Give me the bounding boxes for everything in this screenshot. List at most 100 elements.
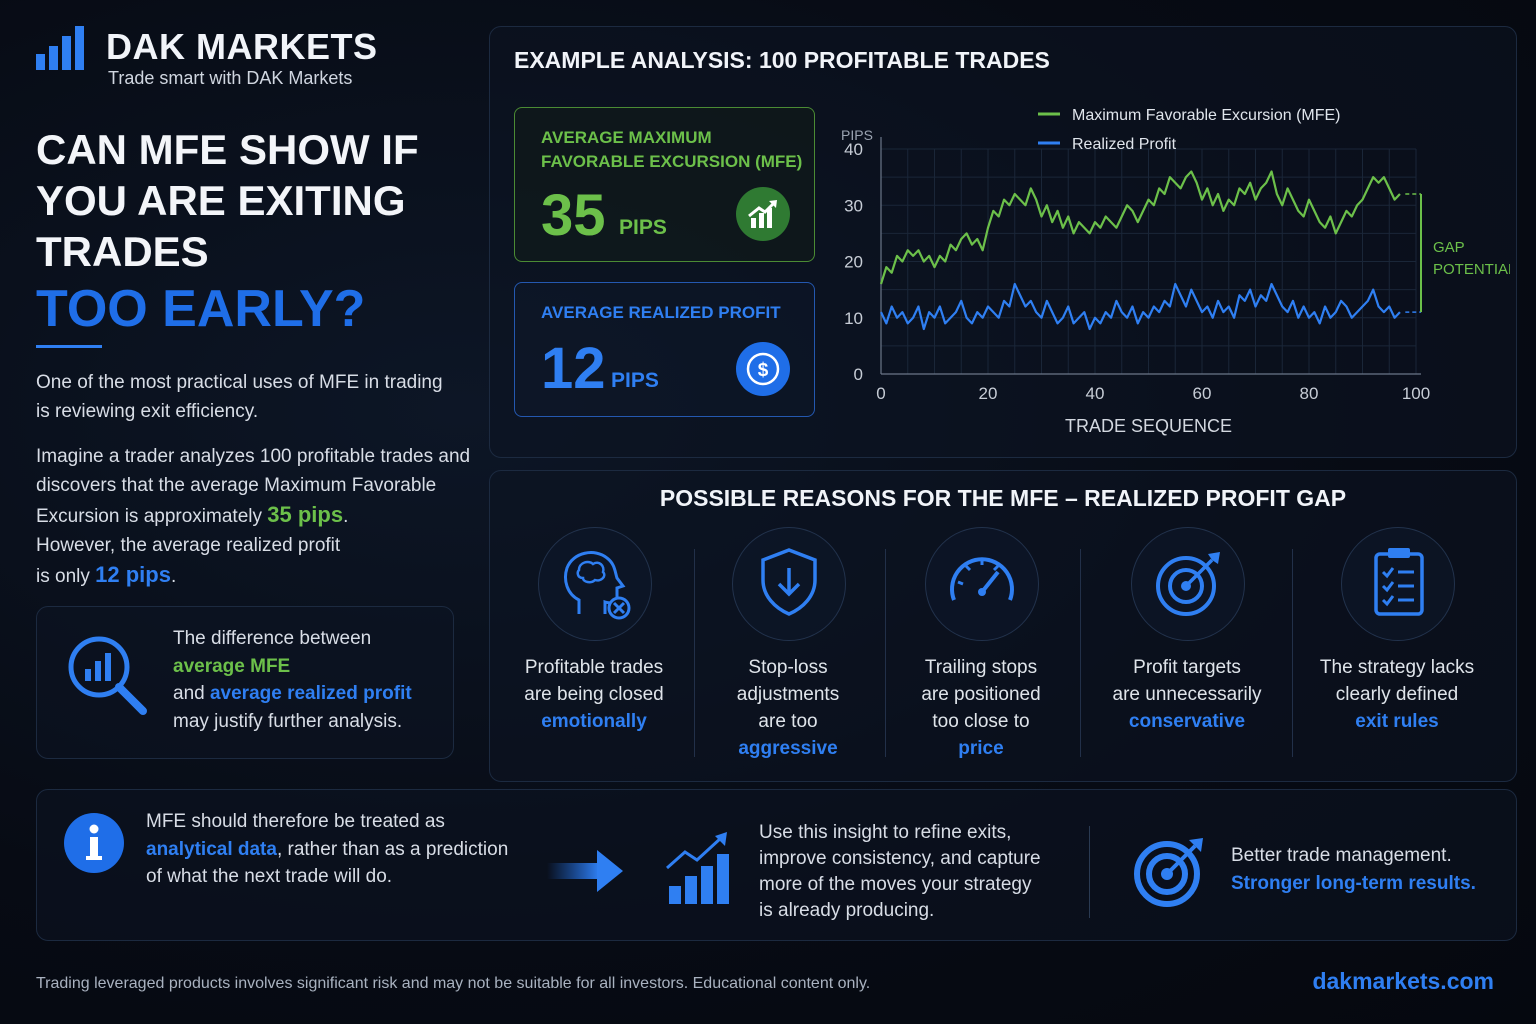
- x-tick-label: 100: [1402, 384, 1430, 403]
- scenario-line-3: Excursion is approximately 35 pips.: [36, 500, 476, 531]
- x-tick-label: 0: [876, 384, 885, 403]
- reason-text: Profit targets are unnecessarily conservat…: [1092, 654, 1282, 735]
- reason-line: clearly defined: [1335, 684, 1459, 705]
- target-icon: [1131, 527, 1245, 641]
- analysis-title: EXAMPLE ANALYSIS: 100 PROFITABLE TRADES: [514, 47, 1050, 73]
- stat-profit-label: AVERAGE REALIZED PROFIT: [541, 303, 781, 322]
- info-text: MFE should therefore be treated as analy…: [146, 808, 526, 891]
- result-text: Better trade management. Stronger long-t…: [1231, 842, 1501, 898]
- x-axis-label: TRADE SEQUENCE: [1065, 416, 1232, 436]
- x-tick-label: 20: [979, 384, 998, 403]
- growth-chart-icon: [735, 186, 791, 242]
- reason-text: Trailing stops are positioned too close to…: [886, 654, 1076, 762]
- x-tick-label: 40: [1086, 384, 1105, 403]
- scenario-dot: .: [170, 566, 177, 587]
- x-tick-label: 60: [1193, 384, 1212, 403]
- reasons-panel: POSSIBLE REASONS FOR THE MFE – REALIZED …: [489, 470, 1517, 782]
- insight-line-4: is already producing.: [759, 900, 935, 921]
- result-highlight: Stronger long-term results.: [1231, 873, 1476, 894]
- scenario-profit-value: 12 pips: [95, 562, 171, 587]
- stat-mfe-unit: PIPS: [619, 216, 667, 239]
- page-title: CAN MFE SHOW IF YOU ARE EXITING TRADES T…: [36, 124, 419, 339]
- info-line-2: analytical data, rather than as a predic…: [146, 836, 526, 864]
- reason-highlight: emotionally: [541, 711, 647, 732]
- stat-mfe-label-1: AVERAGE MAXIMUM: [541, 128, 712, 147]
- shield-arrow-icon: [732, 527, 846, 641]
- reason-text: Profitable trades are being closed emotion…: [499, 654, 689, 735]
- series-line: [879, 170, 1401, 285]
- bottom-panel: MFE should therefore be treated as analy…: [36, 789, 1517, 941]
- reason-line: too close to: [932, 711, 1030, 732]
- reason-line: adjustments: [736, 684, 840, 705]
- title-line-3: TRADES: [36, 228, 209, 275]
- callout-line-3: and average realized profit: [173, 680, 443, 708]
- reason-line: Stop-loss: [748, 657, 828, 678]
- info-icon: [63, 812, 125, 874]
- legend-label: Maximum Favorable Excursion (MFE): [1072, 107, 1341, 124]
- callout-box: The difference between average MFE and a…: [36, 606, 454, 759]
- scenario-line-4: However, the average realized profit: [36, 535, 341, 556]
- x-tick-label: 80: [1300, 384, 1319, 403]
- dollar-coin-icon: $: [735, 341, 791, 397]
- callout-line-1: The difference between: [173, 628, 372, 649]
- head-x-icon: [538, 527, 652, 641]
- stat-card-profit: AVERAGE REALIZED PROFIT 12 PIPS $: [514, 282, 815, 417]
- info-line-3: of what the next trade will do.: [146, 866, 393, 887]
- series-line: [880, 282, 1401, 331]
- scenario-mfe-value: 35 pips: [267, 502, 344, 527]
- brand-tagline: Trade smart with DAK Markets: [108, 68, 353, 88]
- gap-annotation: GAP: [1433, 239, 1465, 256]
- footer-url[interactable]: dakmarkets.com: [1312, 968, 1494, 994]
- callout-text: The difference between average MFE and a…: [173, 625, 443, 735]
- insight-line-1: Use this insight to refine exits,: [759, 822, 1012, 843]
- stat-mfe-label-2: FAVORABLE EXCURSION (MFE): [541, 152, 803, 171]
- footer-disclaimer: Trading leveraged products involves sign…: [36, 975, 871, 992]
- reason-line: The strategy lacks: [1319, 657, 1475, 678]
- callout-and: and: [173, 683, 205, 704]
- y-tick-label: 10: [844, 309, 863, 328]
- scenario-text: Imagine a trader analyzes 100 profitable…: [36, 442, 476, 591]
- scenario-line-5: is only 12 pips.: [36, 560, 476, 591]
- mfe-line-chart: 0 10 20 30 40 0 20 40 60 80 100 PIPS TRADE SEQUENCE M…: [841, 107, 1510, 436]
- info-line-1: MFE should therefore be treated as: [146, 811, 445, 832]
- stat-mfe-value: 35: [541, 183, 606, 248]
- svg-text:$: $: [758, 360, 769, 381]
- y-tick-label: 40: [844, 140, 863, 159]
- y-tick-label: 20: [844, 253, 863, 272]
- bar-growth-icon: [665, 830, 735, 906]
- stat-profit-unit: PIPS: [611, 369, 659, 392]
- title-line-2: YOU ARE EXITING: [36, 177, 406, 224]
- y-tick-label: 0: [854, 365, 863, 384]
- callout-line-4: may justify further analysis.: [173, 710, 403, 732]
- brand-logo-icon: [36, 24, 90, 70]
- reason-divider: [694, 549, 695, 757]
- reason-line: are unnecessarily: [1112, 684, 1262, 705]
- reasons-title: POSSIBLE REASONS FOR THE MFE – REALIZED …: [659, 485, 1347, 511]
- reason-line: Profitable trades: [524, 657, 664, 678]
- callout-profit: average realized profit: [209, 683, 412, 704]
- info-text-b: , rather than as a prediction: [276, 838, 509, 860]
- analysis-panel: EXAMPLE ANALYSIS: 100 PROFITABLE TRADES …: [489, 26, 1517, 458]
- legend-label: Realized Profit: [1072, 136, 1177, 153]
- reason-text: Stop-loss adjustments are too aggressive: [693, 654, 883, 762]
- reason-line: Trailing stops: [924, 657, 1038, 678]
- scenario-line-1: Imagine a trader analyzes 100 profitable…: [36, 446, 471, 467]
- y-tick-label: 30: [844, 196, 863, 215]
- result-line-1: Better trade management.: [1231, 845, 1452, 866]
- target-arrow-icon: [1133, 834, 1207, 908]
- insight-line-2: improve consistency, and capture: [759, 848, 1041, 869]
- scenario-text-c: Excursion is approximately: [36, 506, 262, 527]
- reason-text: The strategy lacks clearly defined exit ru…: [1302, 654, 1492, 735]
- scenario-text-e: is only: [36, 566, 90, 587]
- stat-card-mfe: AVERAGE MAXIMUM FAVORABLE EXCURSION (MFE…: [514, 107, 815, 262]
- info-highlight: analytical data: [146, 838, 277, 860]
- bottom-divider: [1089, 826, 1090, 918]
- gauge-icon: [925, 527, 1039, 641]
- stat-mfe-label: AVERAGE MAXIMUM FAVORABLE EXCURSION (MFE…: [541, 126, 802, 174]
- arrow-right-icon: [547, 848, 623, 894]
- y-axis-label: PIPS: [841, 127, 873, 143]
- reason-divider: [885, 549, 886, 757]
- gap-annotation: POTENTIAL: [1433, 261, 1510, 278]
- reason-line: are positioned: [921, 684, 1041, 705]
- title-divider: [36, 345, 102, 348]
